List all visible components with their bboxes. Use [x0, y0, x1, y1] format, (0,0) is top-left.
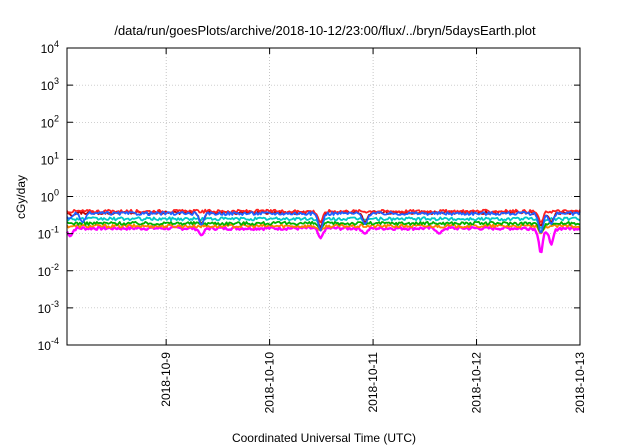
y-tick-base: 10 — [41, 79, 55, 93]
y-tick-exponent: -3 — [51, 299, 59, 309]
y-tick-base: 10 — [41, 116, 55, 130]
x-tick-label: 2018-10-11 — [366, 352, 380, 413]
x-axis-label: Coordinated Universal Time (UTC) — [232, 431, 416, 445]
y-tick-label: 10-3 — [38, 299, 59, 316]
x-tick-label: 2018-10-13 — [573, 352, 587, 414]
series-line — [66, 210, 581, 234]
y-tick-label: 104 — [41, 39, 59, 56]
y-tick-exponent: -4 — [51, 336, 59, 346]
y-tick-exponent: -2 — [51, 262, 59, 272]
y-tick-exponent: 2 — [54, 113, 59, 123]
y-tick-exponent: 3 — [54, 76, 59, 86]
y-axis-label: cGy/day — [14, 175, 28, 219]
plot-frame — [66, 47, 581, 346]
y-tick-exponent: 1 — [54, 150, 59, 160]
y-tick-base: 10 — [38, 265, 52, 279]
y-tick-base: 10 — [38, 339, 52, 353]
series-line — [65, 225, 581, 254]
x-tick-label: 2018-10-9 — [159, 352, 173, 407]
y-tick-base: 10 — [38, 302, 52, 316]
series-line — [66, 223, 581, 235]
y-tick-label: 10-4 — [38, 336, 59, 353]
y-tick-label: 103 — [41, 76, 59, 93]
y-tick-label: 101 — [41, 150, 59, 167]
x-tick-label: 2018-10-12 — [470, 352, 484, 414]
y-tick-label: 102 — [41, 113, 59, 130]
x-tick-label: 2018-10-10 — [263, 352, 277, 414]
y-tick-base: 10 — [41, 153, 55, 167]
y-tick-exponent: 4 — [54, 39, 59, 49]
y-tick-label: 10-2 — [38, 262, 59, 279]
x-axis: 2018-10-9 2018-10-10 2018-10-11 2018-10-12 2… — [159, 48, 587, 413]
series-line — [66, 220, 581, 233]
y-tick-label: 10-1 — [38, 225, 59, 242]
chart-title: /data/run/goesPlots/archive/2018-10-12/2… — [114, 23, 536, 38]
series-line — [66, 208, 581, 224]
y-tick-base: 10 — [41, 191, 55, 205]
y-tick-label: 100 — [41, 188, 59, 205]
series-group — [65, 208, 581, 254]
grid — [67, 48, 580, 345]
y-tick-exponent: -1 — [51, 225, 59, 235]
y-tick-exponent: 0 — [54, 188, 59, 198]
y-tick-base: 10 — [41, 42, 55, 56]
y-tick-base: 10 — [38, 228, 52, 242]
